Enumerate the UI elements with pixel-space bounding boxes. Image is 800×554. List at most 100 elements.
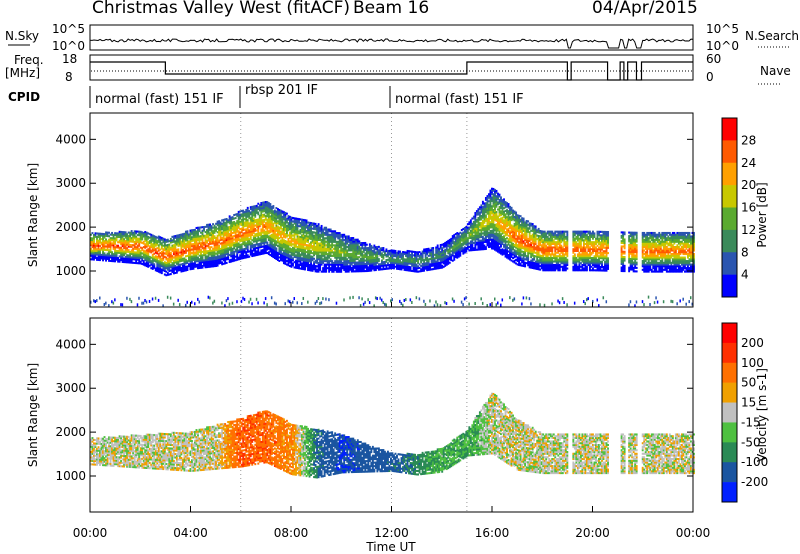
power-cell: [209, 256, 211, 259]
power-cell: [218, 223, 221, 226]
power-cell: [299, 244, 302, 247]
power-cell: [367, 259, 370, 262]
power-cell: [147, 255, 150, 258]
power-cell: [177, 257, 180, 260]
power-cell: [421, 257, 424, 260]
power-cell: [233, 222, 236, 225]
power-cell: [281, 247, 284, 250]
power-cell: [295, 217, 297, 220]
power-cell: [109, 245, 112, 248]
power-cell: [328, 237, 331, 240]
power-cell: [97, 244, 100, 247]
power-cell: [269, 215, 272, 218]
power-cell: [154, 260, 157, 263]
power-cell: [212, 258, 215, 261]
power-cell: [180, 270, 183, 273]
plot-title: Christmas Valley West (fitACF): [92, 0, 351, 18]
power-cell: [181, 266, 184, 269]
power-cell: [160, 254, 163, 257]
power-cell: [349, 266, 352, 270]
power-cell: [216, 261, 219, 264]
power-cell: [257, 230, 260, 233]
power-cell: [307, 225, 309, 228]
power-cell: [240, 239, 243, 242]
power-cell: [361, 256, 364, 259]
power-cell: [252, 247, 255, 250]
power-cell: [299, 256, 302, 260]
power-cell: [273, 235, 276, 238]
power-cell: [325, 251, 328, 254]
power-cell: [385, 267, 388, 270]
power-cell: [376, 260, 379, 263]
power-cell: [272, 250, 275, 253]
power-cell: [227, 229, 230, 232]
power-cell: [350, 270, 353, 273]
power-cell: [376, 249, 379, 252]
power-cell: [93, 299, 95, 303]
power-cell: [184, 237, 187, 240]
power-cell: [367, 248, 370, 251]
power-cell: [361, 243, 364, 246]
power-cell: [212, 230, 215, 233]
power-cell: [163, 247, 166, 250]
power-cell: [154, 269, 157, 272]
power-cell: [301, 248, 303, 251]
power-cell: [172, 260, 175, 263]
power-cell: [379, 247, 382, 250]
power-cell: [346, 251, 349, 254]
power-cell: [96, 253, 98, 256]
power-cell: [415, 256, 418, 259]
power-cell: [172, 263, 175, 266]
power-cell: [172, 244, 175, 247]
power-cell: [243, 242, 246, 245]
power-cell: [273, 256, 276, 260]
power-cell: [237, 221, 240, 224]
power-cell: [358, 252, 361, 255]
power-cell: [242, 232, 245, 235]
power-cell: [240, 227, 243, 230]
power-cell: [112, 260, 115, 263]
power-cell: [219, 249, 222, 252]
power-cell: [441, 254, 444, 257]
power-cell: [233, 252, 236, 255]
power-cell: [192, 234, 195, 237]
power-cell: [135, 258, 138, 261]
power-cell: [115, 249, 118, 252]
power-cell: [343, 247, 346, 250]
power-cell: [287, 243, 290, 246]
power-cell: [353, 261, 356, 264]
power-cell: [377, 268, 380, 271]
power-cell: [365, 259, 368, 262]
power-cell: [180, 254, 183, 257]
power-cell: [121, 259, 124, 262]
power-cell: [389, 260, 392, 263]
power-cell: [246, 208, 249, 211]
power-cell: [184, 251, 187, 254]
power-cell: [267, 203, 270, 206]
power-cell: [409, 298, 412, 302]
power-cell: [186, 232, 189, 235]
power-cell: [282, 253, 285, 256]
power-cell: [136, 241, 139, 244]
power-cell: [230, 248, 233, 251]
power-cell: [448, 247, 451, 250]
power-cell: [228, 243, 231, 246]
power-cell: [189, 255, 192, 258]
power-cell: [126, 236, 129, 239]
power-cell: [350, 245, 353, 248]
power-cell: [304, 266, 306, 269]
power-cell: [292, 238, 294, 241]
power-cell: [194, 302, 196, 306]
power-cell: [243, 212, 246, 215]
power-cell: [319, 302, 321, 306]
power-cell: [474, 302, 476, 306]
power-cell: [278, 226, 281, 229]
power-cell: [334, 237, 337, 240]
power-cell: [225, 258, 228, 261]
power-cell: [445, 262, 448, 265]
power-cell: [405, 262, 407, 265]
power-cell: [334, 260, 337, 263]
power-cell: [350, 247, 353, 250]
power-cell: [344, 261, 347, 264]
power-cell: [249, 237, 252, 240]
